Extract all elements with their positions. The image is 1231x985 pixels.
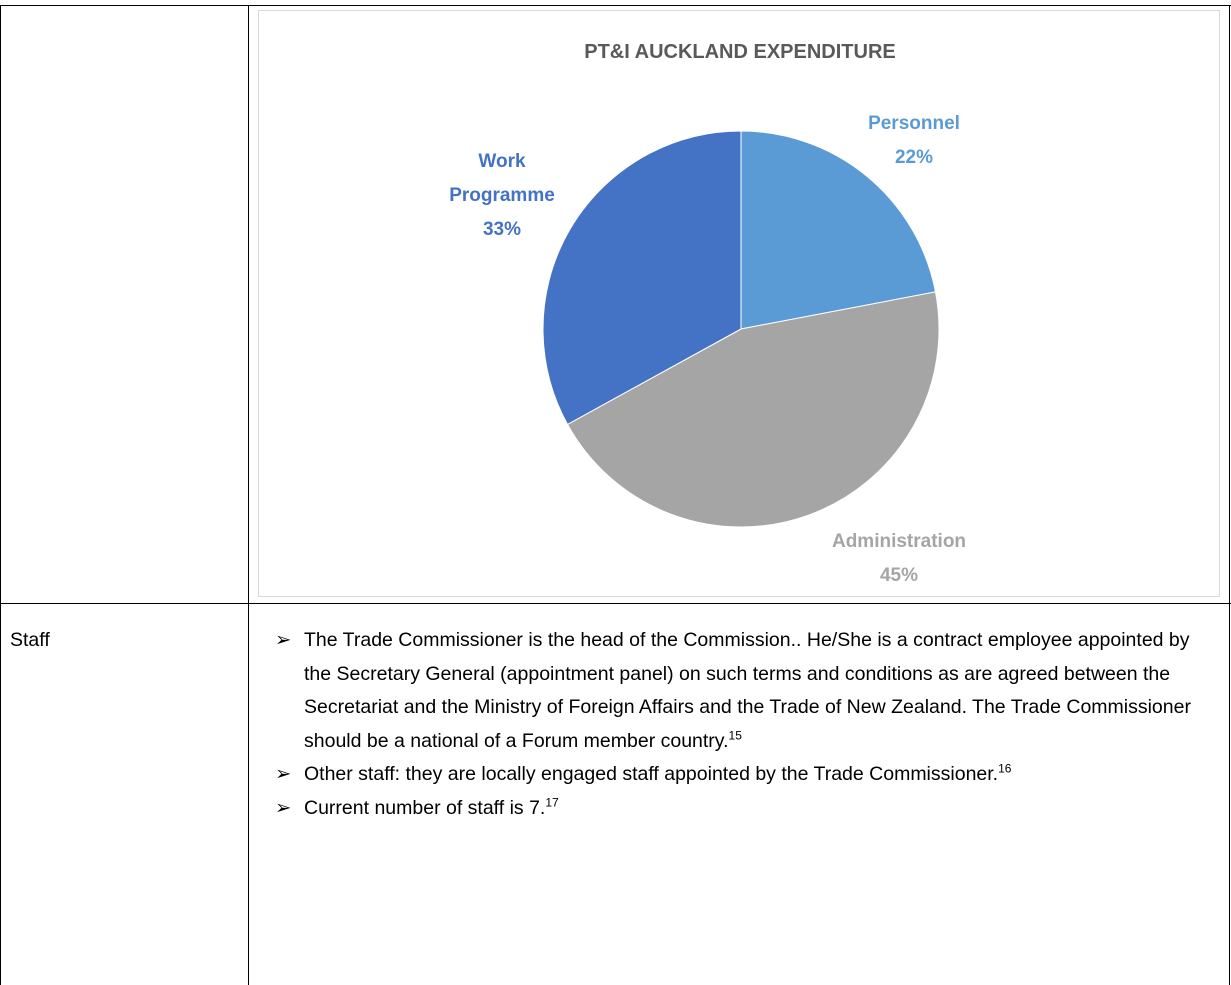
- row-content: The Trade Commissioner is the head of th…: [258, 624, 1198, 826]
- value-label: 45%: [879, 565, 919, 586]
- table-border: [0, 5, 1, 985]
- table-border: [0, 603, 1231, 604]
- table-border: [0, 5, 1231, 6]
- table-border: [248, 5, 249, 985]
- category-label: Work Programme: [449, 151, 555, 206]
- pie-slice: [566, 291, 940, 528]
- row-label: Staff: [10, 629, 50, 651]
- pie-slice: [740, 130, 937, 330]
- pie-svg: [542, 130, 940, 528]
- bullet-text: Current number of staff is 7.: [304, 796, 546, 819]
- value-label: 33%: [482, 219, 522, 240]
- bullet-text: Other staff: they are locally engaged st…: [304, 763, 999, 786]
- pie-slice: [542, 130, 742, 426]
- category-label: Administration: [831, 531, 967, 552]
- footnote-ref: 16: [998, 761, 1012, 776]
- bullet-item: Other staff: they are locally engaged st…: [258, 758, 1198, 792]
- table-border: [1229, 5, 1230, 985]
- bullet-item: The Trade Commissioner is the head of th…: [258, 624, 1198, 758]
- chart: PT&I AUCKLAND EXPENDITURE Personnel 22% Ad…: [258, 10, 1220, 597]
- chart-title: PT&I AUCKLAND EXPENDITURE: [584, 41, 896, 63]
- data-label: Administration 45%: [824, 525, 974, 593]
- bullet-list: The Trade Commissioner is the head of th…: [258, 624, 1198, 826]
- data-label: Personnel 22%: [839, 107, 989, 175]
- footnote-ref: 17: [545, 795, 559, 810]
- value-label: 22%: [894, 147, 934, 168]
- footnote-ref: 15: [728, 728, 742, 743]
- category-label: Personnel: [868, 113, 960, 134]
- bullet-text: The Trade Commissioner is the head of th…: [304, 629, 1191, 752]
- data-label: Work Programme 33%: [437, 145, 567, 247]
- bullet-item: Current number of staff is 7.17: [258, 792, 1198, 826]
